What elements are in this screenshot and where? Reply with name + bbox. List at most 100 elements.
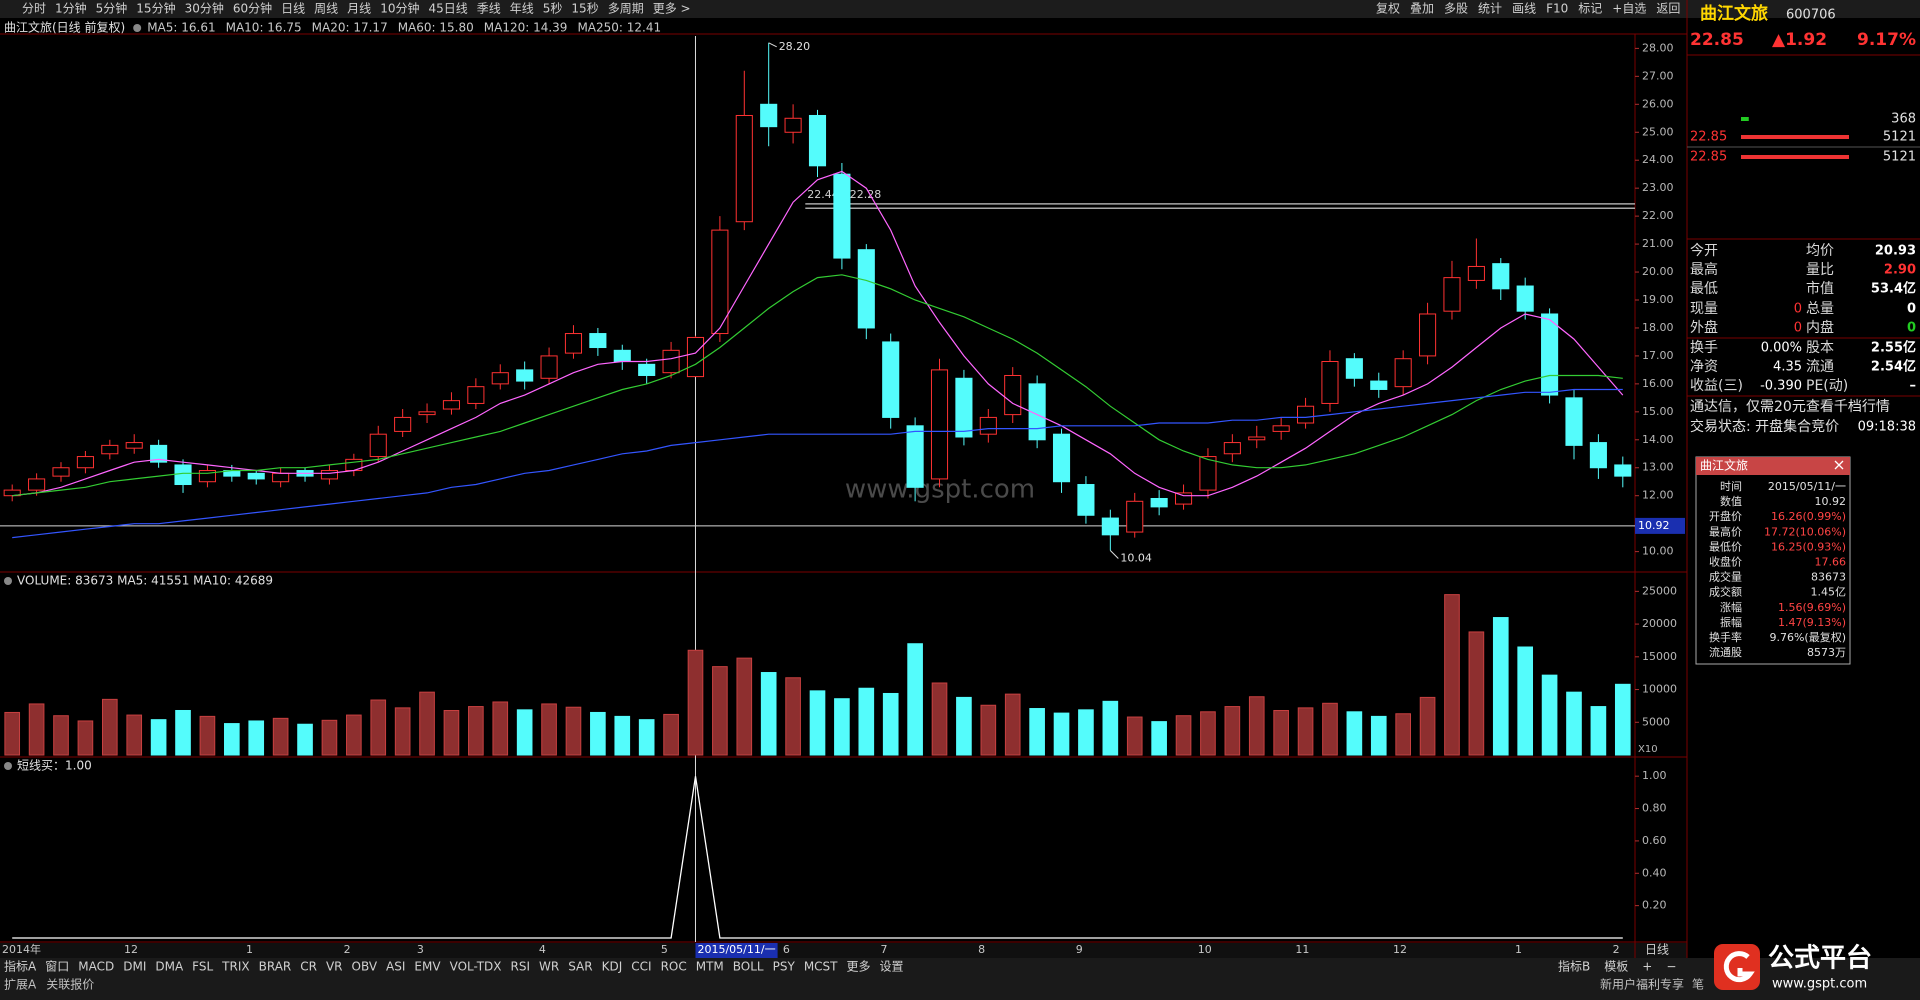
x-tick-label: 5 xyxy=(661,943,668,956)
candle-body xyxy=(1248,436,1266,441)
indicator-tab[interactable]: BRAR xyxy=(259,960,292,974)
volume-bar xyxy=(1346,711,1363,756)
indicator-tab[interactable]: PSY xyxy=(773,960,796,974)
toolbar-button[interactable]: 统计 xyxy=(1478,2,1502,16)
toolbar-button[interactable]: 画线 xyxy=(1512,2,1536,16)
indicator-tab[interactable]: ASI xyxy=(386,960,405,974)
volume-bar xyxy=(1273,709,1289,756)
toolbar-tab[interactable]: 多周期 xyxy=(608,2,644,16)
indicator-tab[interactable]: VR xyxy=(326,960,343,974)
candle-body xyxy=(1126,500,1144,533)
y-tick-label: 24.00 xyxy=(1642,153,1674,166)
trade-time: 09:18:38 xyxy=(1858,420,1916,435)
candle-body xyxy=(540,355,558,379)
popup-label: 最高价 xyxy=(1709,524,1742,538)
popup-titlebar xyxy=(1696,457,1850,475)
toolbar-tab[interactable]: 周线 xyxy=(314,2,338,16)
toolbar-tab[interactable]: 10分钟 xyxy=(380,1,419,16)
popup-close[interactable] xyxy=(1834,460,1844,470)
y-tick-label: 27.00 xyxy=(1642,69,1674,82)
book-volume: 368 xyxy=(1891,112,1916,127)
indicator-tab[interactable]: 窗口 xyxy=(45,960,69,974)
indicator-tab[interactable]: 设置 xyxy=(880,960,904,974)
indicator-title: 短线买：1.00 xyxy=(17,759,92,773)
popup-label: 收盘价 xyxy=(1709,555,1742,569)
y-tick-label: 0.80 xyxy=(1642,802,1667,815)
settings-icon[interactable] xyxy=(4,577,12,585)
toolbar-button[interactable]: +自选 xyxy=(1612,2,1646,16)
indicator-tab[interactable]: WR xyxy=(539,960,559,974)
volume-bar xyxy=(492,701,509,756)
toolbar-button[interactable]: 返回 xyxy=(1656,2,1680,16)
settings-icon[interactable] xyxy=(4,762,12,770)
x-axis-bg xyxy=(0,943,1687,958)
toolbar-button[interactable]: 叠加 xyxy=(1410,2,1434,16)
toolbar-tab[interactable]: 60分钟 xyxy=(233,1,272,16)
notice[interactable]: 通达信，仅需20元查看千档行情 xyxy=(1690,399,1890,415)
indicator-tab[interactable]: 更多 xyxy=(847,960,871,974)
indicator-tab[interactable]: VOL-TDX xyxy=(450,960,502,974)
indicator-tab[interactable]: KDJ xyxy=(602,960,623,974)
indicator-tab[interactable]: CCI xyxy=(631,960,651,974)
candle-body xyxy=(833,173,851,259)
toolbar-tab[interactable]: 15分钟 xyxy=(136,1,175,16)
indicator-tab[interactable]: TRIX xyxy=(221,960,249,974)
x-tick-label: 4 xyxy=(539,943,546,956)
toolbar-button[interactable]: 复权 xyxy=(1376,2,1400,16)
indicator-tab[interactable]: BOLL xyxy=(733,960,764,974)
indicator-tab[interactable]: MTM xyxy=(696,960,724,974)
settings-icon[interactable] xyxy=(133,24,142,32)
toolbar-tab[interactable]: 5秒 xyxy=(543,2,563,16)
candle-body xyxy=(1272,425,1290,432)
toolbar-tab[interactable]: 45日线 xyxy=(428,2,467,16)
toolbar-tab[interactable]: 5分钟 xyxy=(96,1,128,16)
indicator-tab[interactable]: SAR xyxy=(568,960,592,974)
toolbar-button[interactable]: 标记 xyxy=(1578,2,1602,16)
candle-body xyxy=(662,349,680,374)
period-label: 日线 xyxy=(1645,943,1669,957)
toolbar-tab[interactable]: 年线 xyxy=(510,2,534,16)
status-item[interactable]: 扩展A xyxy=(4,978,37,992)
stat-label: 最低 xyxy=(1690,281,1718,297)
indicator-tab[interactable]: DMA xyxy=(155,960,184,974)
candle-body xyxy=(467,386,485,404)
toolbar-tab[interactable]: 1分钟 xyxy=(55,1,87,16)
popup-value: 1.56(9.69%) xyxy=(1778,601,1846,614)
indicator-tab[interactable]: RSI xyxy=(511,960,531,974)
indicator-tab[interactable]: 模板 xyxy=(1604,960,1628,974)
toolbar-tab[interactable]: 日线 xyxy=(281,2,305,16)
toolbar-button[interactable]: F10 xyxy=(1546,2,1568,16)
toolbar-tab[interactable]: 月线 xyxy=(347,2,371,16)
indicator-tab[interactable]: MACD xyxy=(78,960,114,974)
status-item[interactable]: 新用户福利专享 xyxy=(1600,977,1684,992)
indicator-tab[interactable]: MCST xyxy=(804,960,838,974)
indicator-tab[interactable]: 指标A xyxy=(4,959,37,974)
indicator-tab[interactable]: ROC xyxy=(661,960,687,974)
toolbar-button[interactable]: 多股 xyxy=(1444,2,1468,16)
toolbar-tab[interactable]: 30分钟 xyxy=(185,1,224,16)
stat-value: 2.55亿 xyxy=(1871,340,1916,356)
indicator-tab[interactable]: + xyxy=(1642,960,1652,974)
indicator-tab[interactable]: OBV xyxy=(352,960,378,974)
toolbar-tab[interactable]: 更多 > xyxy=(653,2,691,16)
status-item[interactable]: 关联报价 xyxy=(46,977,94,992)
volume-bar xyxy=(760,672,777,756)
toolbar-tab[interactable]: 15秒 xyxy=(571,2,598,16)
volume-bar xyxy=(1517,646,1534,756)
indicator-tab[interactable]: FSL xyxy=(192,960,213,974)
ma-legend: MA250: 12.41 xyxy=(577,21,661,35)
x-tick-label: 2014年 xyxy=(2,942,41,956)
status-item[interactable]: 笔 xyxy=(1692,977,1704,992)
indicator-tab[interactable]: DMI xyxy=(123,960,146,974)
x-tick-label: 2 xyxy=(344,943,351,956)
indicator-tab[interactable]: 指标B xyxy=(1558,959,1590,974)
stat-label: 股本 xyxy=(1806,340,1834,356)
volume-bar xyxy=(1297,707,1314,756)
candle-body xyxy=(906,425,924,488)
toolbar-tab[interactable]: 季线 xyxy=(477,2,501,16)
indicator-tab[interactable]: EMV xyxy=(414,960,441,974)
stat-value: 0 xyxy=(1794,302,1802,317)
indicator-tab[interactable]: − xyxy=(1666,960,1676,974)
indicator-tab[interactable]: CR xyxy=(300,960,317,974)
toolbar-tab[interactable]: 分时 xyxy=(22,2,46,16)
